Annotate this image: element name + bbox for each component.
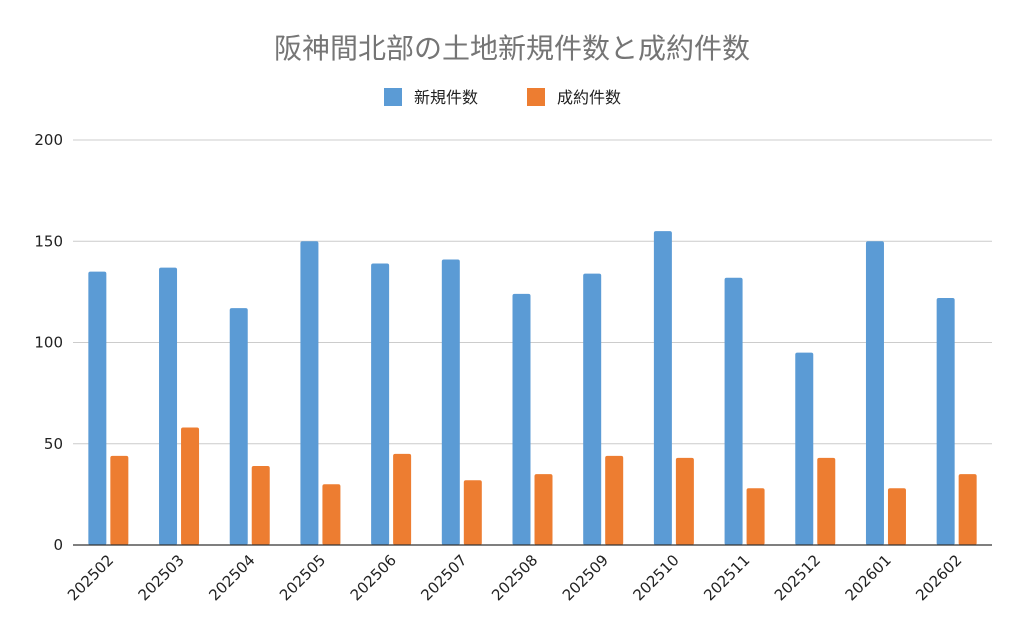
x-tick-label: 202506 <box>347 551 400 604</box>
bar-new-listings-202506 <box>371 263 390 545</box>
bar-contracts-202507 <box>463 480 482 545</box>
bar-new-listings-202602 <box>936 297 955 545</box>
bar-contracts-202510 <box>675 457 694 545</box>
y-tick-label: 200 <box>34 131 63 149</box>
x-tick-label: 202511 <box>700 551 753 604</box>
bar-contracts-202508 <box>534 474 553 545</box>
legend-label-new-listings: 新規件数 <box>414 88 478 107</box>
bar-new-listings-202512 <box>795 352 814 545</box>
y-tick-label: 50 <box>44 435 63 453</box>
gridlines <box>73 139 992 445</box>
bar-new-listings-202505 <box>300 241 319 545</box>
legend: 新規件数 成約件数 <box>384 88 621 107</box>
x-tick-label: 202601 <box>842 551 895 604</box>
x-tick-label: 202505 <box>276 551 329 604</box>
x-tick-label: 202508 <box>488 551 541 604</box>
x-axis-ticks: 202502 202503 202504 202505 202506 202507 2025… <box>64 551 966 604</box>
bar-new-listings-202508 <box>512 293 531 545</box>
x-tick-label: 202602 <box>912 551 965 604</box>
x-tick-label: 202502 <box>64 551 117 604</box>
bar-new-listings-202507 <box>441 259 460 545</box>
y-tick-label: 0 <box>53 536 63 554</box>
x-tick-label: 202504 <box>205 551 258 604</box>
bars <box>88 231 977 545</box>
x-tick-label: 202503 <box>135 551 188 604</box>
y-axis-ticks: 0 50 100 150 200 <box>34 131 63 554</box>
bar-contracts-202512 <box>817 457 836 545</box>
bar-new-listings-202511 <box>724 277 743 545</box>
bar-new-listings-202503 <box>159 267 178 545</box>
legend-swatch-contracts <box>527 88 545 106</box>
bar-contracts-202509 <box>605 455 624 545</box>
x-tick-label: 202507 <box>417 551 470 604</box>
bar-contracts-202502 <box>110 455 129 545</box>
bar-contracts-202504 <box>251 466 270 545</box>
bar-new-listings-202504 <box>229 308 248 545</box>
legend-swatch-new-listings <box>384 88 402 106</box>
y-tick-label: 100 <box>34 334 63 352</box>
x-tick-label: 202509 <box>559 551 612 604</box>
bar-contracts-202506 <box>393 453 412 545</box>
bar-new-listings-202509 <box>583 273 602 545</box>
legend-label-contracts: 成約件数 <box>557 88 621 107</box>
x-tick-label: 202512 <box>771 551 824 604</box>
bar-contracts-202602 <box>958 474 977 545</box>
bar-new-listings-202510 <box>653 231 672 545</box>
bar-new-listings-202601 <box>865 241 884 545</box>
bar-contracts-202511 <box>746 488 765 545</box>
x-tick-label: 202510 <box>629 551 682 604</box>
bar-contracts-202601 <box>887 488 906 545</box>
bar-new-listings-202502 <box>88 271 107 545</box>
chart-title: 阪神間北部の土地新規件数と成約件数 <box>274 32 750 65</box>
bar-contracts-202503 <box>181 427 200 545</box>
y-tick-label: 150 <box>34 232 63 250</box>
bar-contracts-202505 <box>322 484 341 545</box>
